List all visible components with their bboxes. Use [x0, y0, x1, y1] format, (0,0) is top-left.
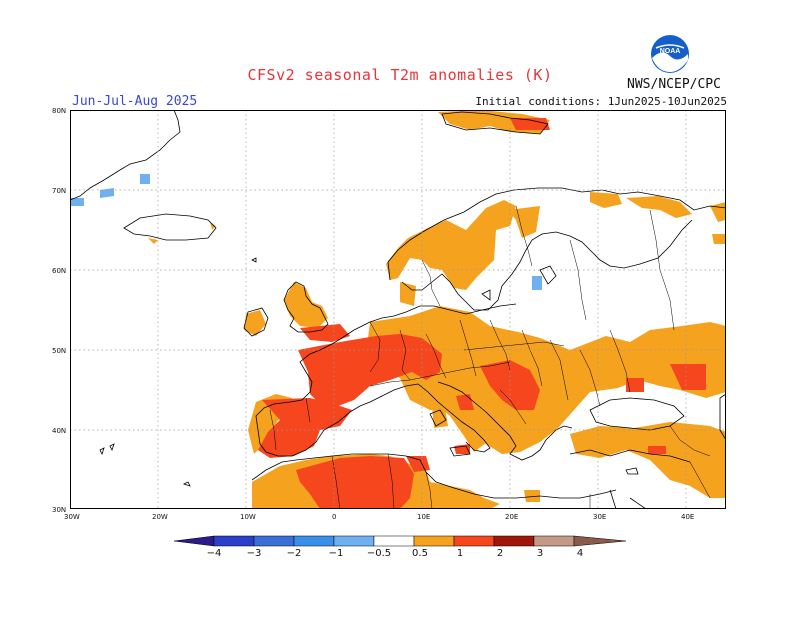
colorbar-label: −3	[246, 548, 262, 559]
lon-tick-30W: 30W	[64, 513, 80, 521]
colorbar-label: 2	[496, 548, 504, 559]
lat-tick-40N: 40N	[52, 427, 67, 435]
map-frame	[70, 110, 726, 509]
lat-tick-70N: 70N	[52, 187, 67, 195]
noaa-logo: NOAA	[651, 35, 689, 73]
lon-tick-10W: 10W	[240, 513, 256, 521]
lon-tick-10E: 10E	[417, 513, 431, 521]
lon-tick-30E: 30E	[593, 513, 607, 521]
gridlines	[70, 110, 726, 509]
lon-tick-0: 0	[332, 513, 337, 521]
lat-tick-60N: 60N	[52, 267, 67, 275]
logo-text: NOAA	[660, 48, 681, 55]
colorbar	[173, 535, 627, 547]
lat-tick-80N: 80N	[52, 107, 67, 115]
anomaly-blue-regions	[70, 174, 542, 290]
colorbar-arrow-left	[173, 535, 215, 547]
colorbar-label: −0.5	[366, 548, 392, 559]
colorbar-label: −4	[206, 548, 222, 559]
country-borders	[269, 205, 711, 509]
season-label: Jun-Jul-Aug 2025	[72, 94, 198, 109]
lon-tick-20W: 20W	[152, 513, 168, 521]
colorbar-label: 1	[456, 548, 464, 559]
colorbar-label: −2	[286, 548, 302, 559]
lat-tick-30N: 30N	[52, 506, 67, 514]
lon-tick-40E: 40E	[681, 513, 695, 521]
anomaly-red-regions	[258, 118, 706, 509]
anomaly-map	[70, 110, 726, 509]
colorbar-label: 4	[576, 548, 584, 559]
colorbar-arrow-right	[573, 535, 627, 547]
lon-tick-20E: 20E	[505, 513, 519, 521]
colorbar-label: −1	[328, 548, 344, 559]
map-title: CFSv2 seasonal T2m anomalies (K)	[247, 66, 553, 84]
colorbar-label: 3	[536, 548, 544, 559]
agency-label: NWS/NCEP/CPC	[627, 77, 721, 92]
lat-tick-50N: 50N	[52, 347, 67, 355]
initial-conditions-label: Initial conditions: 1Jun2025-10Jun2025	[475, 95, 727, 108]
colorbar-label: 0.5	[412, 548, 428, 559]
